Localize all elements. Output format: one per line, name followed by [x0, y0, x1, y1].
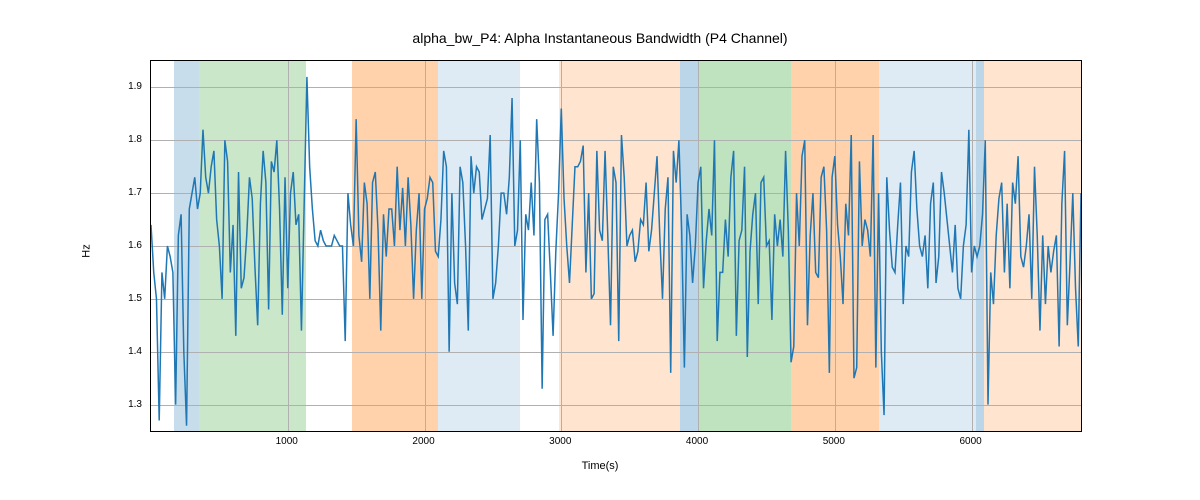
x-tick-label: 5000 — [804, 436, 864, 447]
x-tick-label: 6000 — [941, 436, 1001, 447]
x-tick-label: 3000 — [530, 436, 590, 447]
figure: alpha_bw_P4: Alpha Instantaneous Bandwid… — [0, 0, 1200, 500]
x-tick-label: 1000 — [257, 436, 317, 447]
x-axis-label: Time(s) — [0, 460, 1200, 472]
y-tick-label: 1.4 — [110, 346, 142, 357]
x-tick-label: 4000 — [667, 436, 727, 447]
y-axis-label: Hz — [81, 244, 93, 257]
x-tick-label: 2000 — [394, 436, 454, 447]
y-tick-label: 1.8 — [110, 134, 142, 145]
y-tick-label: 1.3 — [110, 399, 142, 410]
plot-area — [150, 60, 1082, 432]
y-tick-label: 1.7 — [110, 187, 142, 198]
y-tick-label: 1.9 — [110, 81, 142, 92]
chart-title: alpha_bw_P4: Alpha Instantaneous Bandwid… — [0, 30, 1200, 46]
y-tick-label: 1.5 — [110, 293, 142, 304]
series-line — [151, 61, 1081, 431]
y-tick-label: 1.6 — [110, 240, 142, 251]
